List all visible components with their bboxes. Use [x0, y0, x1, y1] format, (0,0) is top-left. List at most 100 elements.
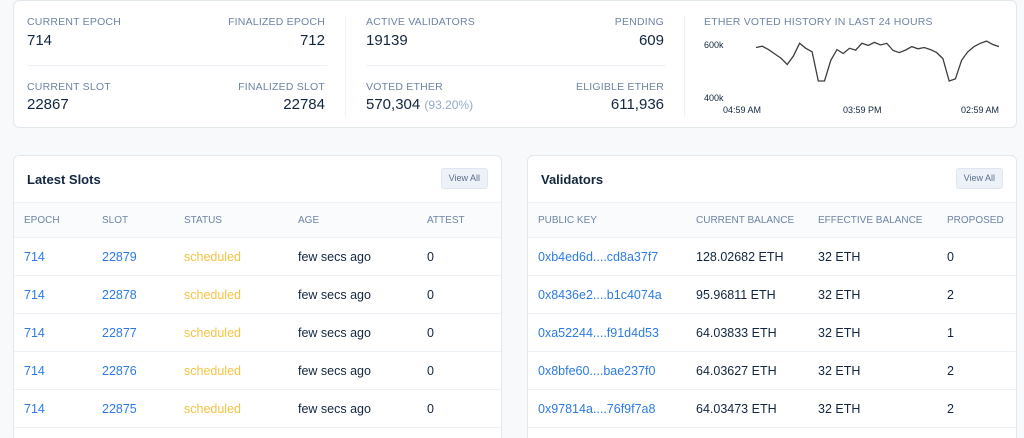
slot-status: scheduled	[184, 326, 241, 340]
proposed-count: 1	[947, 326, 954, 340]
effective-balance: 32 ETH	[818, 288, 861, 302]
slot-status: scheduled	[184, 364, 241, 378]
slot-link[interactable]: 22877	[102, 326, 137, 340]
validators-panel: Validators View All Public Key Current B…	[527, 155, 1017, 438]
epoch-link[interactable]: 714	[24, 326, 45, 340]
validators-table-header: Public Key Current Balance Effective Bal…	[528, 202, 1016, 238]
table-row: 0x8bfe60....bae237f0 64.03627 ETH 32 ETH 2	[528, 352, 1016, 390]
voted-history-title: Ether Voted History in last 24 hours	[704, 16, 933, 28]
ether-voted-history-chart	[756, 40, 999, 82]
slot-age: few secs ago	[298, 364, 371, 378]
column-header-proposed: Proposed	[947, 215, 1004, 226]
slot-status: scheduled	[184, 288, 241, 302]
chart-series-line	[756, 40, 999, 82]
table-row: 0x97814a....76f9f7a8 64.03473 ETH 32 ETH 2	[528, 390, 1016, 428]
slot-attest-count: 0	[427, 288, 434, 302]
validator-public-key-link[interactable]: 0xb4ed6d....cd8a37f7	[538, 250, 659, 264]
epoch-link[interactable]: 714	[24, 288, 45, 302]
eligible-ether-label: Eligible Ether	[576, 81, 664, 93]
chart-x-tick: 03:59 PM	[843, 105, 882, 115]
validators-title: Validators	[541, 172, 604, 187]
slots-view-all-button[interactable]: View All	[440, 168, 488, 189]
stats-divider	[366, 65, 666, 66]
current-balance: 64.03627 ETH	[696, 364, 777, 378]
voted-ether-value: 570,304 (93.20%)	[366, 96, 473, 113]
slot-age: few secs ago	[298, 326, 371, 340]
validators-view-all-button[interactable]: View All	[955, 168, 1003, 189]
table-row: 0x8436e2....b1c4074a 95.96811 ETH 32 ETH 2	[528, 276, 1016, 314]
current-slot-value: 22867	[27, 96, 69, 113]
effective-balance: 32 ETH	[818, 326, 861, 340]
table-row: 0xa52244....f91d4d53 64.03833 ETH 32 ETH 1	[528, 314, 1016, 352]
slot-attest-count: 0	[427, 250, 434, 264]
validator-public-key-link[interactable]: 0x8bfe60....bae237f0	[538, 364, 656, 378]
stats-column-divider	[684, 15, 685, 117]
chart-x-tick: 02:59 AM	[961, 105, 1000, 115]
table-row: 714 22876 scheduled few secs ago 0	[14, 352, 501, 390]
column-header-slot: Slot	[102, 215, 129, 226]
current-slot-label: Current Slot	[27, 81, 111, 93]
slots-table-header: Epoch Slot Status Age Attest	[14, 202, 501, 238]
latest-slots-panel: Latest Slots View All Epoch Slot Status …	[13, 155, 502, 438]
column-header-public-key: Public Key	[538, 215, 597, 226]
slot-age: few secs ago	[298, 250, 371, 264]
slot-attest-count: 0	[427, 402, 434, 416]
finalized-slot-value: 22784	[283, 96, 325, 113]
voted-ether-percent: (93.20%)	[424, 98, 474, 112]
current-epoch-label: Current Epoch	[27, 16, 121, 28]
current-epoch-value: 714	[27, 32, 53, 49]
proposed-count: 0	[947, 250, 954, 264]
proposed-count: 2	[947, 288, 954, 302]
stats-column-divider	[345, 15, 346, 117]
table-row: 714 22878 scheduled few secs ago 0	[14, 276, 501, 314]
chart-y-tick: 600k	[704, 40, 724, 50]
current-balance: 95.96811 ETH	[696, 288, 776, 302]
table-row: 0xb4ed6d....cd8a37f7 128.02682 ETH 32 ETH 0	[528, 238, 1016, 276]
epoch-link[interactable]: 714	[24, 364, 45, 378]
pending-value: 609	[638, 32, 664, 49]
slot-attest-count: 0	[427, 364, 434, 378]
column-header-epoch: Epoch	[24, 215, 60, 226]
proposed-count: 2	[947, 402, 954, 416]
effective-balance: 32 ETH	[818, 364, 861, 378]
eligible-ether-value: 611,936	[610, 96, 664, 113]
chart-y-tick: 400k	[704, 93, 724, 103]
finalized-epoch-label: Finalized Epoch	[228, 16, 325, 28]
pending-label: Pending	[614, 16, 664, 28]
voted-ether-amount: 570,304	[366, 96, 421, 113]
table-row: 714 22875 scheduled few secs ago 0	[14, 390, 501, 428]
column-header-status: Status	[184, 215, 222, 226]
column-header-age: Age	[298, 215, 320, 226]
slot-link[interactable]: 22879	[102, 250, 137, 264]
finalized-epoch-value: 712	[299, 32, 325, 49]
slot-status: scheduled	[184, 402, 241, 416]
slot-age: few secs ago	[298, 288, 371, 302]
finalized-slot-label: Finalized Slot	[238, 81, 325, 93]
column-header-effective-balance: Effective Balance	[818, 215, 923, 226]
network-stats-card: Current Epoch 714 Finalized Epoch 712 Cu…	[13, 0, 1017, 128]
epoch-link[interactable]: 714	[24, 402, 45, 416]
column-header-current-balance: Current Balance	[696, 215, 795, 226]
current-balance: 64.03473 ETH	[696, 402, 777, 416]
slot-age: few secs ago	[298, 402, 371, 416]
validator-public-key-link[interactable]: 0x8436e2....b1c4074a	[538, 288, 662, 302]
slot-link[interactable]: 22876	[102, 364, 137, 378]
current-balance: 128.02682 ETH	[696, 250, 784, 264]
slot-attest-count: 0	[427, 326, 434, 340]
current-balance: 64.03833 ETH	[696, 326, 777, 340]
epoch-link[interactable]: 714	[24, 250, 45, 264]
voted-ether-label: Voted Ether	[366, 81, 443, 93]
effective-balance: 32 ETH	[818, 402, 861, 416]
column-header-attest: Attest	[427, 215, 465, 226]
slot-link[interactable]: 22878	[102, 288, 137, 302]
chart-x-tick: 04:59 AM	[723, 105, 762, 115]
slot-link[interactable]: 22875	[102, 402, 137, 416]
active-validators-value: 19139	[366, 32, 408, 49]
validator-public-key-link[interactable]: 0xa52244....f91d4d53	[538, 326, 659, 340]
validator-public-key-link[interactable]: 0x97814a....76f9f7a8	[538, 402, 656, 416]
proposed-count: 2	[947, 364, 954, 378]
active-validators-label: Active Validators	[366, 16, 476, 28]
slot-status: scheduled	[184, 250, 241, 264]
table-row: 714 22879 scheduled few secs ago 0	[14, 238, 501, 276]
latest-slots-title: Latest Slots	[27, 172, 101, 187]
